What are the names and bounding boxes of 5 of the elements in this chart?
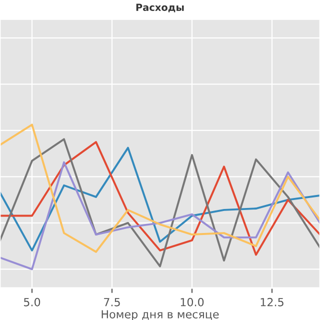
- x-tick-label: 12.5: [260, 298, 284, 306]
- x-tick-label: 7.5: [104, 298, 120, 306]
- x-tick-label: 10.0: [180, 298, 204, 306]
- x-tick-label: 5.0: [24, 298, 40, 306]
- chart-title: Расходы: [136, 4, 184, 12]
